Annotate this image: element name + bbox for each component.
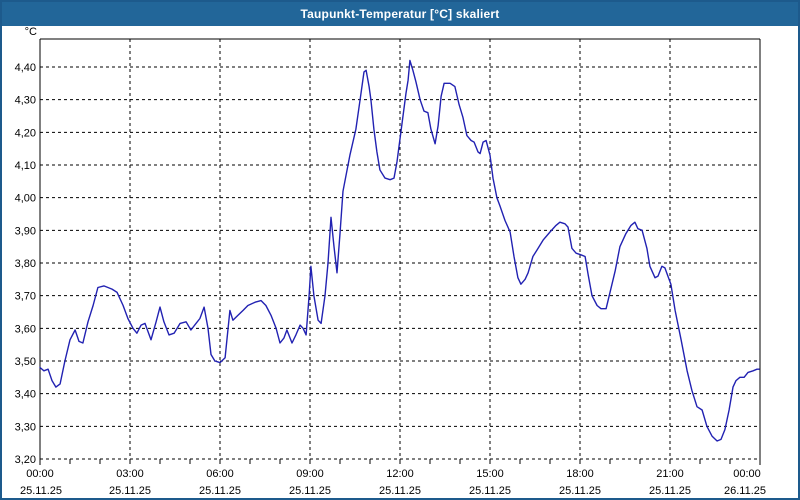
dewpoint-series-line — [39, 59, 760, 442]
svg-text:3,20: 3,20 — [15, 454, 36, 466]
svg-text:21:00: 21:00 — [656, 468, 684, 480]
svg-text:26.11.25: 26.11.25 — [724, 485, 766, 497]
svg-text:25.11.25: 25.11.25 — [559, 485, 601, 497]
title-bar: Taupunkt-Temperatur [°C] skaliert — [2, 2, 798, 26]
chart-area: 3,20 3,30 3,40 3,50 3,60 3,70 3,80 3,90 4,00 4,10… — [2, 26, 798, 498]
svg-text:25.11.25: 25.11.25 — [649, 485, 691, 497]
dewpoint-line-chart: 3,20 3,30 3,40 3,50 3,60 3,70 3,80 3,90 4,00 4,10… — [15, 26, 766, 497]
svg-text:15:00: 15:00 — [476, 468, 504, 480]
svg-text:25.11.25: 25.11.25 — [379, 485, 421, 497]
svg-text:4,10: 4,10 — [15, 160, 36, 172]
y-axis-unit: °C — [25, 26, 37, 38]
window-title: Taupunkt-Temperatur [°C] skaliert — [300, 7, 500, 21]
svg-text:3,40: 3,40 — [15, 389, 36, 401]
svg-text:03:00: 03:00 — [116, 468, 144, 480]
svg-text:3,90: 3,90 — [15, 225, 36, 237]
svg-text:09:00: 09:00 — [296, 468, 324, 480]
svg-text:12:00: 12:00 — [386, 468, 414, 480]
svg-text:18:00: 18:00 — [566, 468, 594, 480]
svg-text:25.11.25: 25.11.25 — [109, 485, 151, 497]
svg-text:4,40: 4,40 — [15, 62, 36, 74]
svg-text:25.11.25: 25.11.25 — [20, 485, 62, 497]
svg-text:4,00: 4,00 — [15, 193, 36, 205]
svg-text:3,70: 3,70 — [15, 291, 36, 303]
svg-text:25.11.25: 25.11.25 — [289, 485, 331, 497]
svg-text:4,20: 4,20 — [15, 127, 36, 139]
svg-text:00:00: 00:00 — [26, 468, 54, 480]
svg-text:3,80: 3,80 — [15, 258, 36, 270]
svg-text:3,60: 3,60 — [15, 323, 36, 335]
svg-text:00:00: 00:00 — [733, 468, 761, 480]
svg-text:3,30: 3,30 — [15, 421, 36, 433]
svg-text:3,50: 3,50 — [15, 356, 36, 368]
svg-text:25.11.25: 25.11.25 — [199, 485, 241, 497]
svg-text:25.11.25: 25.11.25 — [469, 485, 511, 497]
svg-text:06:00: 06:00 — [206, 468, 234, 480]
svg-text:4,30: 4,30 — [15, 95, 36, 107]
